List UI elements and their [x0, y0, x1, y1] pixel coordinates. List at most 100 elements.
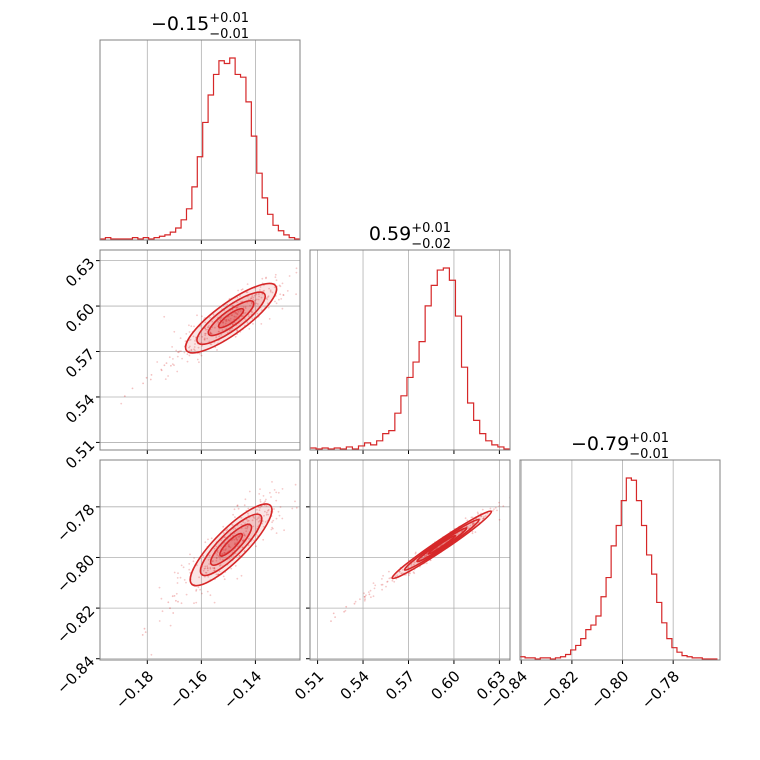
- sample-point: [237, 535, 240, 538]
- sample-point: [244, 522, 247, 524]
- sample-point: [252, 516, 255, 518]
- sample-point: [176, 355, 179, 358]
- sample-point: [424, 555, 426, 557]
- sample-point: [409, 572, 411, 575]
- sample-point: [264, 521, 267, 523]
- sample-point: [185, 333, 188, 335]
- sample-point: [381, 588, 383, 591]
- sample-point: [231, 314, 234, 317]
- panel-frame: [99, 39, 301, 241]
- sample-point: [213, 567, 216, 569]
- contour-line: [189, 503, 273, 587]
- sample-point: [401, 572, 404, 575]
- sample-point: [479, 515, 482, 518]
- sample-point: [248, 315, 250, 318]
- sample-point: [303, 255, 305, 257]
- sample-point: [512, 495, 514, 497]
- sample-point: [204, 334, 207, 337]
- sample-point: [228, 545, 230, 548]
- sample-point: [240, 289, 243, 291]
- sample-point: [209, 332, 212, 335]
- title-plus: +0.01: [209, 11, 249, 26]
- sample-point: [252, 323, 254, 325]
- sample-point: [425, 562, 428, 565]
- sample-point: [208, 340, 211, 343]
- sample-point: [464, 517, 467, 520]
- title-minus: −0.01: [209, 27, 249, 42]
- sample-point: [188, 346, 190, 349]
- sample-point: [190, 348, 193, 351]
- sample-point: [265, 511, 268, 514]
- sample-point: [228, 545, 230, 547]
- sample-point: [262, 525, 265, 528]
- sample-point: [218, 335, 221, 338]
- sample-point: [222, 532, 225, 534]
- sample-point: [220, 333, 223, 336]
- sample-point: [372, 582, 375, 584]
- sample-point: [247, 298, 250, 301]
- sample-point: [204, 332, 207, 335]
- sample-point: [240, 523, 243, 526]
- sample-point: [257, 298, 260, 301]
- panel-frame: [309, 249, 511, 451]
- sample-point: [201, 315, 203, 318]
- sample-point: [256, 508, 258, 511]
- sample-point: [243, 533, 246, 536]
- sample-point: [274, 273, 277, 276]
- sample-point: [365, 594, 367, 597]
- sample-point: [272, 519, 275, 522]
- y-tick-label: −0.80: [53, 551, 98, 596]
- sample-point: [236, 313, 239, 316]
- sample-point: [205, 571, 208, 574]
- sample-point: [206, 337, 209, 340]
- histogram-2: [520, 477, 718, 660]
- sample-point: [334, 616, 336, 618]
- sample-point: [188, 568, 191, 571]
- sample-point: [221, 329, 224, 332]
- sample-point: [480, 515, 483, 518]
- histogram-0: [100, 57, 300, 240]
- sample-point: [209, 332, 212, 335]
- sample-point: [242, 521, 245, 523]
- sample-point: [236, 329, 238, 332]
- sample-point: [294, 483, 297, 486]
- title-plus: +0.01: [411, 221, 451, 236]
- sample-point: [388, 570, 390, 573]
- sample-point: [262, 495, 265, 497]
- sample-point: [209, 316, 211, 319]
- sample-point: [194, 343, 196, 345]
- sample-point: [253, 294, 256, 297]
- sample-point: [295, 506, 298, 509]
- sample-point: [202, 555, 205, 557]
- sample-point: [239, 295, 241, 297]
- sample-point: [278, 514, 281, 517]
- sample-point: [219, 319, 222, 322]
- sample-point: [250, 311, 253, 313]
- sample-point: [278, 298, 280, 301]
- sample-point: [225, 548, 227, 550]
- histogram-1: [310, 267, 510, 450]
- sample-point: [251, 519, 254, 522]
- sample-point: [232, 513, 235, 516]
- sample-point: [204, 565, 207, 568]
- sample-point: [226, 528, 229, 531]
- sample-point: [233, 549, 236, 552]
- sample-point: [502, 505, 505, 508]
- sample-point: [209, 567, 212, 570]
- sample-point: [215, 557, 218, 560]
- sample-point: [215, 573, 218, 576]
- pair-panel-2-1: [306, 459, 514, 664]
- x-tick-label: −0.78: [638, 667, 683, 712]
- sample-point: [207, 326, 210, 329]
- sample-point: [225, 318, 228, 321]
- sample-point: [240, 517, 243, 519]
- sample-point: [269, 289, 272, 292]
- sample-point: [220, 553, 223, 556]
- sample-point: [271, 521, 273, 524]
- sample-point: [247, 512, 249, 515]
- param-title-2: −0.79+0.01: [571, 431, 669, 455]
- sample-point: [283, 529, 285, 532]
- density-fill: [196, 292, 266, 345]
- sample-point: [224, 536, 227, 539]
